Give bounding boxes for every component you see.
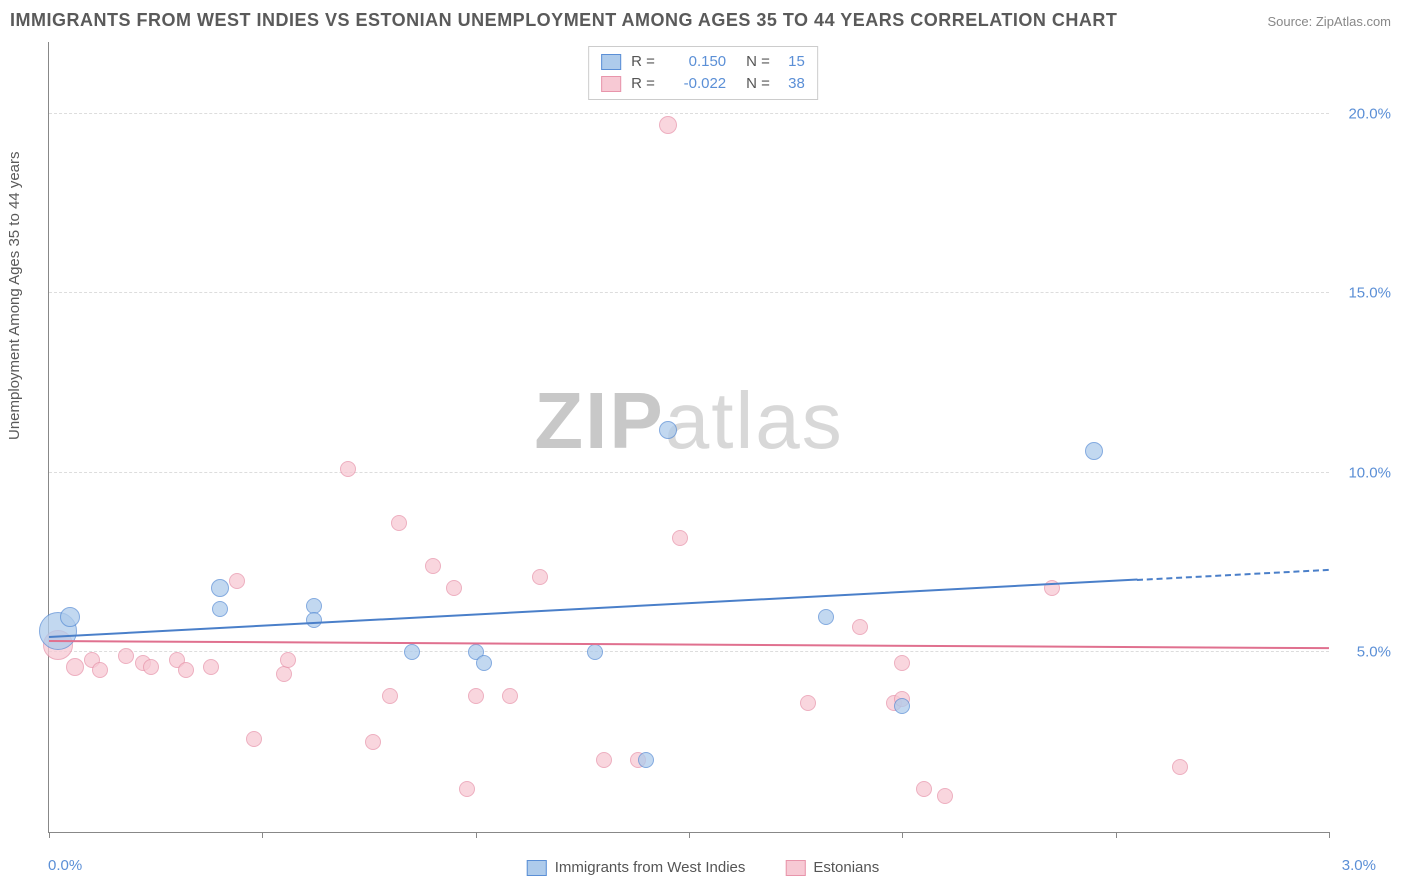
data-point bbox=[60, 607, 80, 627]
y-tick-label: 15.0% bbox=[1348, 285, 1391, 302]
data-point bbox=[212, 601, 228, 617]
data-point bbox=[476, 655, 492, 671]
swatch-series-2-bottom bbox=[785, 860, 805, 876]
n-value-1: 15 bbox=[788, 51, 805, 73]
data-point bbox=[587, 644, 603, 660]
data-point bbox=[382, 688, 398, 704]
data-point bbox=[937, 788, 953, 804]
data-point bbox=[659, 421, 677, 439]
data-point bbox=[404, 644, 420, 660]
gridline bbox=[49, 651, 1329, 652]
data-point bbox=[894, 655, 910, 671]
x-tick bbox=[902, 832, 903, 838]
scatter-plot-area: ZIPatlas 5.0%10.0%15.0%20.0% bbox=[48, 42, 1329, 833]
data-point bbox=[446, 580, 462, 596]
x-tick bbox=[262, 832, 263, 838]
data-point bbox=[852, 619, 868, 635]
source-attribution: Source: ZipAtlas.com bbox=[1267, 14, 1391, 29]
data-point bbox=[365, 734, 381, 750]
data-point bbox=[276, 666, 292, 682]
data-point bbox=[280, 652, 296, 668]
x-tick bbox=[1329, 832, 1330, 838]
data-point bbox=[659, 116, 677, 134]
data-point bbox=[118, 648, 134, 664]
swatch-series-2 bbox=[601, 76, 621, 92]
x-tick bbox=[476, 832, 477, 838]
x-axis-min-label: 0.0% bbox=[48, 857, 82, 874]
x-tick bbox=[1116, 832, 1117, 838]
n-label: N = bbox=[746, 73, 778, 95]
series-legend: Immigrants from West Indies Estonians bbox=[527, 859, 879, 876]
y-tick-label: 5.0% bbox=[1357, 644, 1391, 661]
data-point bbox=[246, 731, 262, 747]
legend-item-series-1: Immigrants from West Indies bbox=[527, 859, 746, 876]
r-value-2: -0.022 bbox=[671, 73, 726, 95]
data-point bbox=[502, 688, 518, 704]
watermark: ZIPatlas bbox=[534, 375, 843, 467]
chart-title: IMMIGRANTS FROM WEST INDIES VS ESTONIAN … bbox=[10, 10, 1117, 31]
data-point bbox=[638, 752, 654, 768]
r-label: R = bbox=[631, 73, 661, 95]
swatch-series-1 bbox=[601, 54, 621, 70]
data-point bbox=[92, 662, 108, 678]
r-label: R = bbox=[631, 51, 661, 73]
data-point bbox=[391, 515, 407, 531]
data-point bbox=[143, 659, 159, 675]
trend-line bbox=[49, 640, 1329, 649]
legend-row-series-1: R = 0.150 N = 15 bbox=[601, 51, 805, 73]
data-point bbox=[66, 658, 84, 676]
y-tick-label: 20.0% bbox=[1348, 105, 1391, 122]
x-tick bbox=[49, 832, 50, 838]
n-label: N = bbox=[746, 51, 778, 73]
data-point bbox=[425, 558, 441, 574]
n-value-2: 38 bbox=[788, 73, 805, 95]
correlation-legend: R = 0.150 N = 15 R = -0.022 N = 38 bbox=[588, 46, 818, 100]
data-point bbox=[1172, 759, 1188, 775]
series-2-name: Estonians bbox=[813, 859, 879, 876]
data-point bbox=[532, 569, 548, 585]
gridline bbox=[49, 472, 1329, 473]
data-point bbox=[203, 659, 219, 675]
data-point bbox=[306, 612, 322, 628]
trend-line bbox=[1137, 569, 1329, 581]
data-point bbox=[596, 752, 612, 768]
x-axis-max-label: 3.0% bbox=[1342, 857, 1376, 874]
data-point bbox=[894, 698, 910, 714]
data-point bbox=[818, 609, 834, 625]
y-tick-label: 10.0% bbox=[1348, 464, 1391, 481]
x-tick bbox=[689, 832, 690, 838]
series-1-name: Immigrants from West Indies bbox=[555, 859, 746, 876]
data-point bbox=[916, 781, 932, 797]
data-point bbox=[800, 695, 816, 711]
data-point bbox=[672, 530, 688, 546]
data-point bbox=[178, 662, 194, 678]
y-axis-label: Unemployment Among Ages 35 to 44 years bbox=[6, 151, 23, 440]
legend-item-series-2: Estonians bbox=[785, 859, 879, 876]
data-point bbox=[340, 461, 356, 477]
r-value-1: 0.150 bbox=[671, 51, 726, 73]
data-point bbox=[211, 579, 229, 597]
swatch-series-1-bottom bbox=[527, 860, 547, 876]
gridline bbox=[49, 113, 1329, 114]
legend-row-series-2: R = -0.022 N = 38 bbox=[601, 73, 805, 95]
data-point bbox=[1085, 442, 1103, 460]
gridline bbox=[49, 292, 1329, 293]
data-point bbox=[229, 573, 245, 589]
data-point bbox=[459, 781, 475, 797]
data-point bbox=[468, 688, 484, 704]
